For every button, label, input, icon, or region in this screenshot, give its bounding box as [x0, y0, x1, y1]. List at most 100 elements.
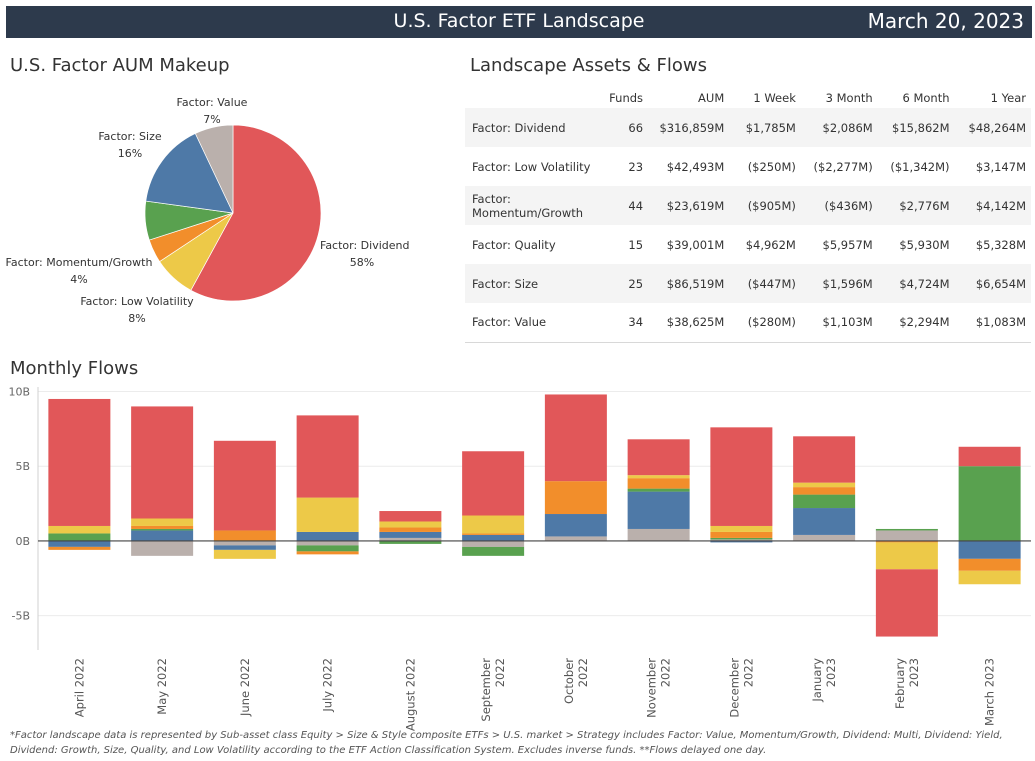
bar-segment — [462, 534, 525, 541]
column-header: AUM — [698, 91, 725, 105]
bar-segment — [379, 527, 442, 532]
bar-segment — [710, 531, 773, 538]
bar-segment — [627, 488, 690, 492]
column-header — [465, 86, 597, 108]
table-cell: $39,001M — [666, 237, 725, 252]
table-cell: $1,596M — [822, 276, 873, 291]
bar-segment — [544, 394, 607, 482]
bar-segment — [793, 494, 856, 509]
bar-segment — [296, 540, 359, 546]
y-tick-label: 5B — [15, 460, 30, 473]
bar-segment — [296, 545, 359, 552]
bar-segment — [462, 533, 525, 535]
bar-segment — [627, 478, 690, 489]
x-tick-label: February2023 — [893, 658, 921, 709]
table-cell: ($436M) — [824, 198, 873, 213]
footnote: *Factor landscape data is represented by… — [10, 730, 1003, 756]
bar-segment — [131, 518, 194, 526]
table-cell: 34 — [628, 315, 644, 330]
bar-segment — [48, 546, 111, 550]
x-tick-label: December2022 — [727, 658, 755, 718]
pie-slice-percent: 16% — [118, 147, 142, 160]
bar-segment — [462, 546, 525, 556]
bar-segment — [379, 537, 442, 541]
table-cell: $38,625M — [666, 315, 725, 330]
pie-slice-percent: 4% — [70, 273, 87, 286]
table-cell: $5,957M — [822, 237, 873, 252]
table-cell: ($905M) — [747, 198, 796, 213]
bar-segment — [627, 439, 690, 476]
x-tick-label: March 2023 — [983, 658, 997, 726]
bar-segment — [958, 540, 1021, 559]
header-banner: U.S. Factor ETF Landscape March 20, 2023 — [6, 6, 1032, 38]
table-cell: ($2,277M) — [813, 159, 873, 174]
y-tick-label: -5B — [11, 610, 30, 623]
x-tick-label: October2022 — [562, 658, 590, 704]
bar-segment — [213, 545, 276, 550]
table-cell: $316,859M — [659, 120, 725, 135]
bar-segment — [544, 481, 607, 515]
pie-slice — [194, 124, 234, 214]
x-tick-label: July 2022 — [321, 658, 335, 713]
pie-slice — [190, 124, 322, 302]
bar-segment — [875, 542, 938, 570]
x-tick-label: August 2022 — [403, 658, 417, 731]
bar-segment — [48, 533, 111, 541]
assets-flows-table: Funds AUM 1 Week 3 Month 6 Month 1 Year … — [465, 86, 1031, 343]
bar-segment — [131, 528, 194, 531]
row-label: Factor: Low Volatility — [472, 159, 591, 174]
row-label: Factor: Momentum/Growth — [472, 191, 584, 220]
pie-chart-title: U.S. Factor AUM Makeup — [10, 55, 230, 76]
bar-segment — [379, 540, 442, 544]
table-row: Factor: Quality 15 $39,001M $4,962M $5,957M $… — [465, 225, 1031, 264]
table-cell: 66 — [628, 120, 644, 135]
table-row: Factor: Value 34 $38,625M ($280M) $1,103M $2,… — [465, 303, 1031, 342]
bar-segment — [875, 540, 938, 543]
bar-segment — [131, 525, 194, 529]
bar-segment — [710, 539, 773, 541]
bar-segment — [958, 466, 1021, 541]
table-cell: $15,862M — [892, 120, 950, 135]
table-cell: $2,294M — [899, 315, 950, 330]
table-cell: $2,776M — [899, 198, 950, 213]
table-row: Factor: Momentum/Growth 44 $23,619M ($905M)… — [465, 186, 1031, 225]
table-cell: $3,147M — [975, 159, 1026, 174]
bar-segment — [48, 540, 111, 547]
table-cell: ($250M) — [747, 159, 796, 174]
pie-slice-label: Factor: Size — [98, 130, 161, 143]
table-cell: $23,619M — [666, 198, 725, 213]
bar-segment — [710, 537, 773, 540]
bar-segment — [958, 446, 1021, 467]
bar-segment — [296, 551, 359, 555]
x-tick-label: September2022 — [479, 658, 507, 722]
bar-segment — [462, 515, 525, 534]
bar-segment — [48, 525, 111, 534]
bar-segment — [793, 487, 856, 495]
bar-segment — [131, 540, 194, 556]
bar-segment — [379, 521, 442, 528]
pie-slice — [145, 133, 234, 214]
aum-pie-chart: Factor: Dividend 58% Factor: Low Volatilit… — [6, 96, 410, 325]
bar-segment — [213, 549, 276, 559]
bar-segment — [793, 482, 856, 488]
bar-segment — [793, 534, 856, 541]
bar-segment — [296, 497, 359, 532]
table-cell: $1,083M — [975, 315, 1026, 330]
pie-slice-label: Factor: Dividend — [320, 239, 409, 252]
bar-segment — [710, 427, 773, 526]
bar-segment — [131, 530, 194, 541]
table-cell: 23 — [628, 159, 644, 174]
bar-segment — [710, 540, 773, 543]
bar-segment — [793, 508, 856, 535]
bar-segment — [379, 511, 442, 522]
column-header: 1 Year — [990, 91, 1026, 105]
table-cell: $4,724M — [899, 276, 950, 291]
table-cell: $6,654M — [975, 276, 1026, 291]
table-cell: $4,962M — [745, 237, 796, 252]
table-row: Factor: Dividend 66 $316,859M $1,785M $2,086… — [465, 108, 1031, 147]
table-cell: $5,328M — [975, 237, 1026, 252]
bar-segment — [627, 475, 690, 479]
table-cell: ($1,342M) — [890, 159, 950, 174]
bar-segment — [213, 440, 276, 531]
bar-segment — [958, 558, 1021, 571]
